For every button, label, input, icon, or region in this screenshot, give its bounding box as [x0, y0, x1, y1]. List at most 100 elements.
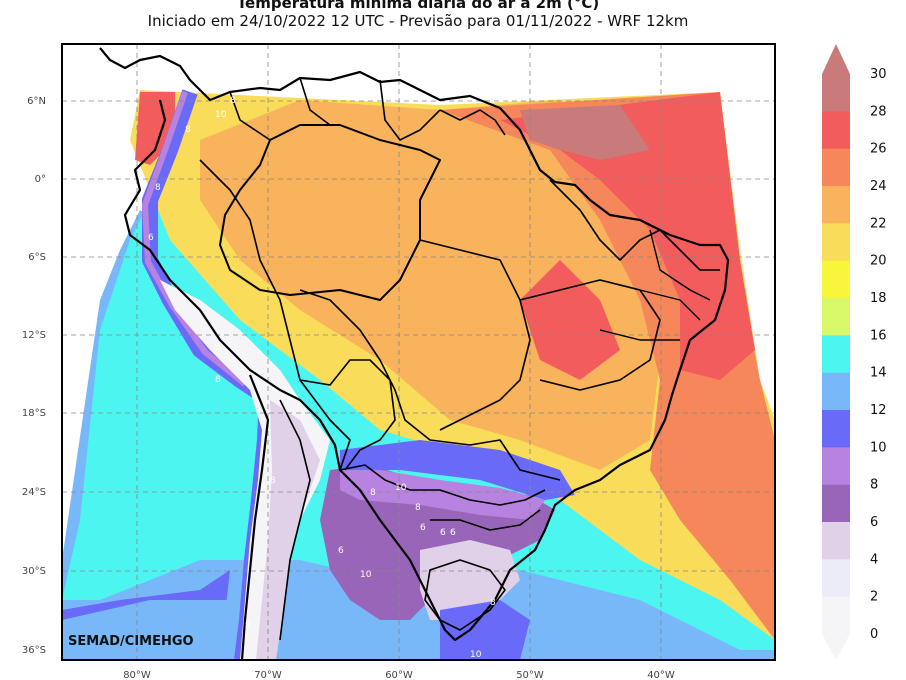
border-guianas	[379, 79, 506, 141]
colorbar-bin	[822, 335, 850, 374]
colorbar-extend-bottom	[822, 634, 850, 660]
colorbar-tick-label: 4	[870, 552, 878, 567]
map-title: Temperatura mínima diária do ar a 2m (°C…	[236, 0, 600, 12]
iso-label: 10	[470, 650, 482, 660]
iso-label: 6	[148, 233, 154, 243]
lon-label-60w: 60°W	[385, 670, 413, 680]
field-red-interior	[520, 260, 620, 380]
border-bolivia	[299, 359, 396, 471]
colorbar-bin	[822, 74, 850, 112]
field-blue-south-coast	[440, 600, 530, 660]
colorbar-tick-label: 14	[870, 366, 887, 381]
lon-label-40w: 40°W	[647, 670, 675, 680]
colorbar-bin	[822, 111, 850, 150]
coastline-south-cone	[240, 374, 270, 660]
colorbar-tick-label: 16	[870, 328, 887, 343]
field-light-blue-sw	[62, 600, 250, 660]
iso-label: 8	[490, 598, 496, 608]
colorbar-tick-label: 2	[870, 590, 878, 605]
border-south-2	[430, 509, 541, 531]
lon-label-80w: 80°W	[123, 670, 151, 680]
iso-label: 8	[155, 183, 161, 193]
iso-label: 8	[245, 621, 251, 631]
colorbar-tick-label: 26	[870, 142, 887, 157]
field-andes-purple	[142, 91, 247, 387]
field-orange-light	[200, 100, 660, 470]
colorbar-bin	[822, 447, 850, 486]
iso-label: 8	[270, 476, 276, 486]
borders	[99, 47, 730, 660]
border-northeast-states	[599, 229, 711, 341]
border-south-3	[424, 559, 506, 631]
colorbar-bin	[822, 298, 850, 336]
lat-label-36s: 36°S	[22, 645, 46, 656]
lon-label-70w: 70°W	[254, 670, 282, 680]
iso-label: 10	[395, 483, 407, 493]
border-brazil	[219, 124, 441, 301]
iso-label: 10	[360, 570, 372, 580]
lat-label-6n: 6°N	[27, 96, 46, 107]
colorbar-bin	[822, 522, 850, 560]
colorbar-tick-label: 8	[870, 478, 878, 493]
colorbar-bin	[822, 186, 850, 224]
border-chile-argentina	[279, 399, 311, 641]
iso-label: 6	[338, 546, 344, 556]
colorbar-bin	[822, 372, 850, 411]
lat-label-18s: 18°S	[22, 408, 46, 419]
lon-label-50w: 50°W	[516, 670, 544, 680]
colorbar-tick-label: 24	[870, 179, 887, 194]
colorbar-tick-label: 6	[870, 515, 878, 530]
colorbar-tick-label: 30	[870, 67, 887, 82]
iso-label: 8	[370, 488, 376, 498]
colorbar-tick-label: 0	[870, 627, 878, 642]
colorbar-bin	[822, 596, 850, 635]
lon-labels: 80°W 70°W 60°W 50°W 40°W	[123, 670, 675, 680]
lat-label-30s: 30°S	[22, 566, 46, 577]
map-subtitle: Iniciado em 24/10/2022 12 UTC - Previsão…	[147, 12, 689, 30]
iso-labels: 10 10 8 8 8 8 6 6 6 10 8 8 8 6 6 8 8 10	[148, 96, 496, 660]
border-andes	[199, 159, 351, 471]
iso-label: 6	[440, 528, 446, 538]
colorbar-bin	[822, 410, 850, 448]
colorbar-tick-label: 12	[870, 403, 887, 418]
border-interior-4	[549, 179, 720, 271]
map-frame	[61, 43, 776, 661]
colorbar-bin	[822, 484, 850, 523]
border-interior-2	[419, 239, 531, 431]
lat-label-6s: 6°S	[28, 252, 46, 263]
colorbar-extend-top	[822, 44, 850, 74]
iso-label: 10	[215, 110, 227, 120]
iso-label: 8	[415, 503, 421, 513]
border-south-1	[339, 464, 546, 506]
map-area	[62, 44, 775, 660]
colorbar-tick-label: 22	[870, 216, 887, 231]
field-red-ne	[500, 92, 755, 380]
colorbar-tick-label: 18	[870, 291, 887, 306]
lat-label-12s: 12°S	[22, 330, 46, 341]
border-interior-3	[519, 279, 661, 391]
iso-label: 8	[215, 375, 221, 385]
border-venezuela	[229, 77, 331, 141]
colorbar-tick-label: 28	[870, 104, 887, 119]
border-interior-1	[299, 289, 561, 481]
field-dark-red-ne	[520, 105, 650, 160]
colorbar-bin	[822, 148, 850, 187]
coastline-continent	[99, 47, 730, 642]
iso-label: 6	[450, 528, 456, 538]
iso-label: 6	[420, 523, 426, 533]
iso-label: 8	[185, 125, 191, 135]
lat-label-24s: 24°S	[22, 487, 46, 498]
lat-label-0: 0°	[35, 174, 46, 185]
iso-label: 8	[230, 96, 236, 106]
colorbar-bin	[822, 223, 850, 262]
colorbar-bin	[822, 260, 850, 299]
field-blue-south-band	[340, 440, 575, 500]
colorbar-tick-label: 10	[870, 440, 887, 455]
field-lavender	[256, 400, 320, 660]
colorbar-tick-label: 20	[870, 254, 887, 269]
lat-labels: 6°N 0° 6°S 12°S 18°S 24°S 30°S 36°S	[22, 96, 46, 656]
colorbar-bin	[822, 559, 850, 598]
credit-label: SEMAD/CIMEHGO	[68, 634, 194, 649]
